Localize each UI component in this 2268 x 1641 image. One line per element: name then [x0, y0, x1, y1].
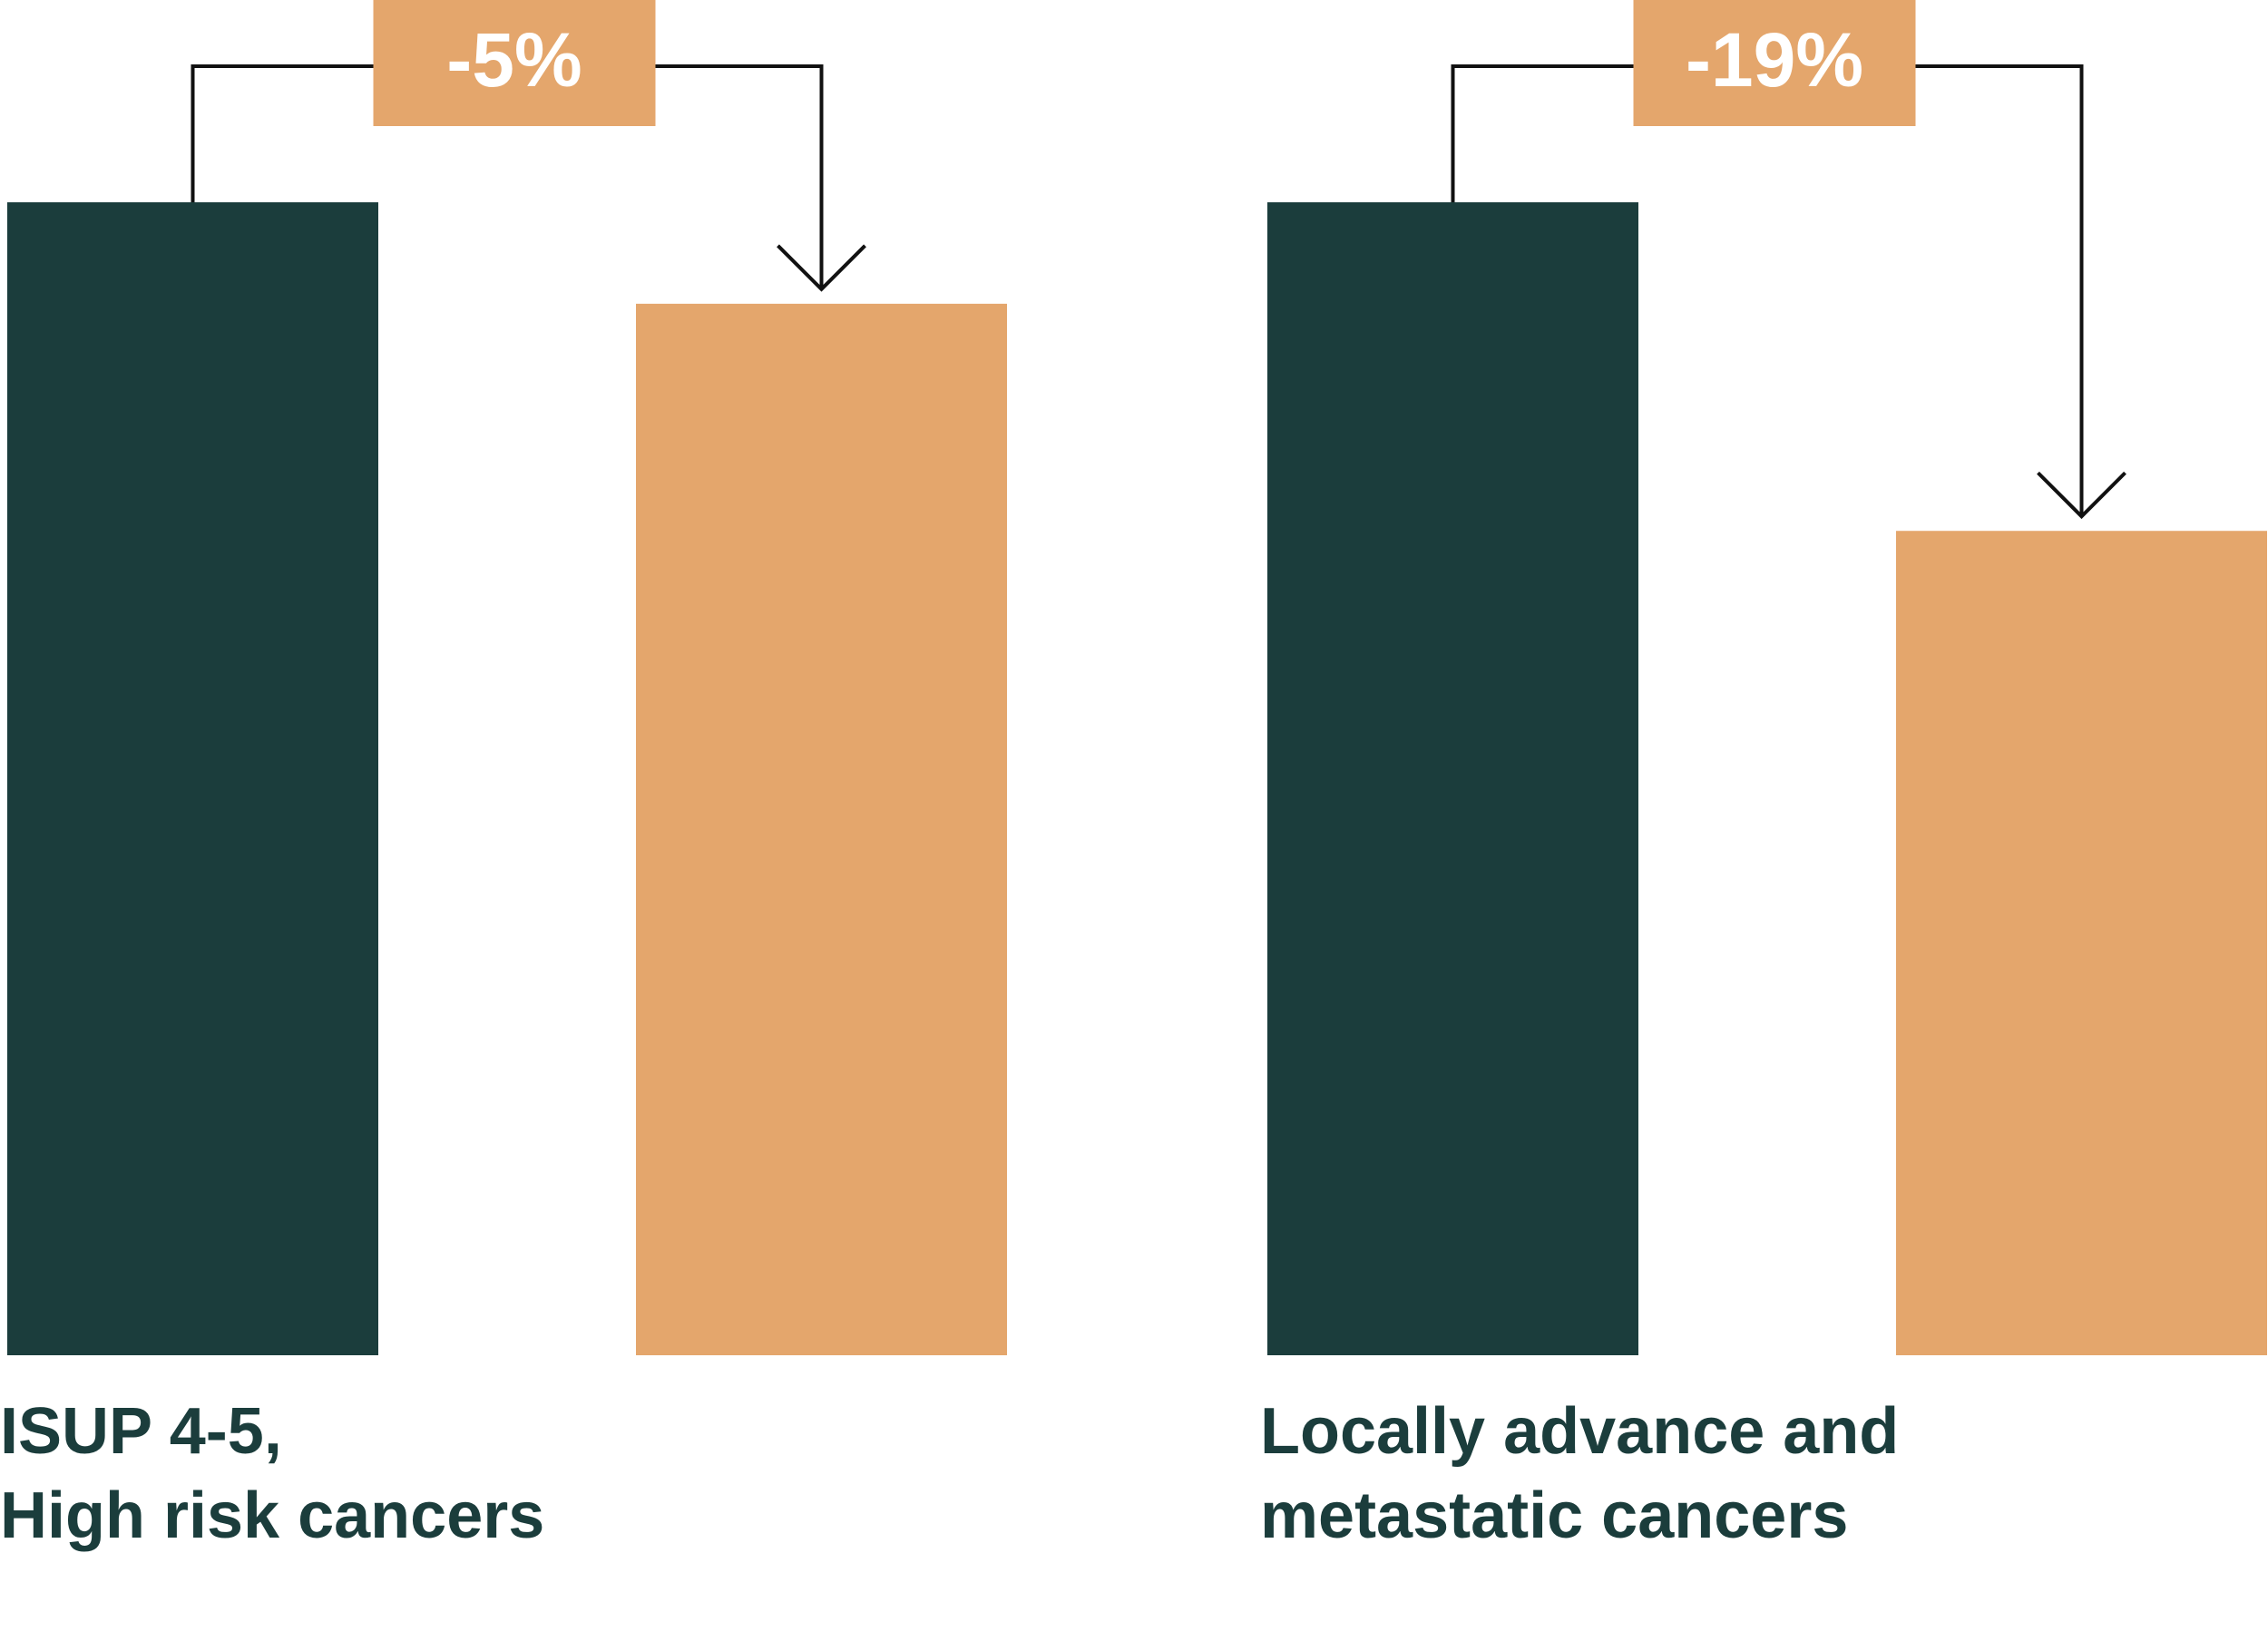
category-label: Locally advance and [1260, 1395, 1899, 1468]
change-label: -5% [446, 17, 582, 103]
change-box [373, 0, 656, 126]
category-label: ISUP 4-5, [0, 1395, 282, 1468]
change-label: -19% [1686, 17, 1863, 103]
category-label: metastatic cancers [1260, 1480, 1848, 1552]
bar [636, 303, 1007, 1355]
arrow-head [777, 244, 866, 292]
category-label: High risk cancers [0, 1480, 544, 1552]
bar [7, 202, 378, 1355]
bar [1267, 202, 1638, 1355]
bar [1896, 531, 2267, 1355]
arrow-head [2037, 471, 2126, 520]
change-box [1633, 0, 1916, 126]
